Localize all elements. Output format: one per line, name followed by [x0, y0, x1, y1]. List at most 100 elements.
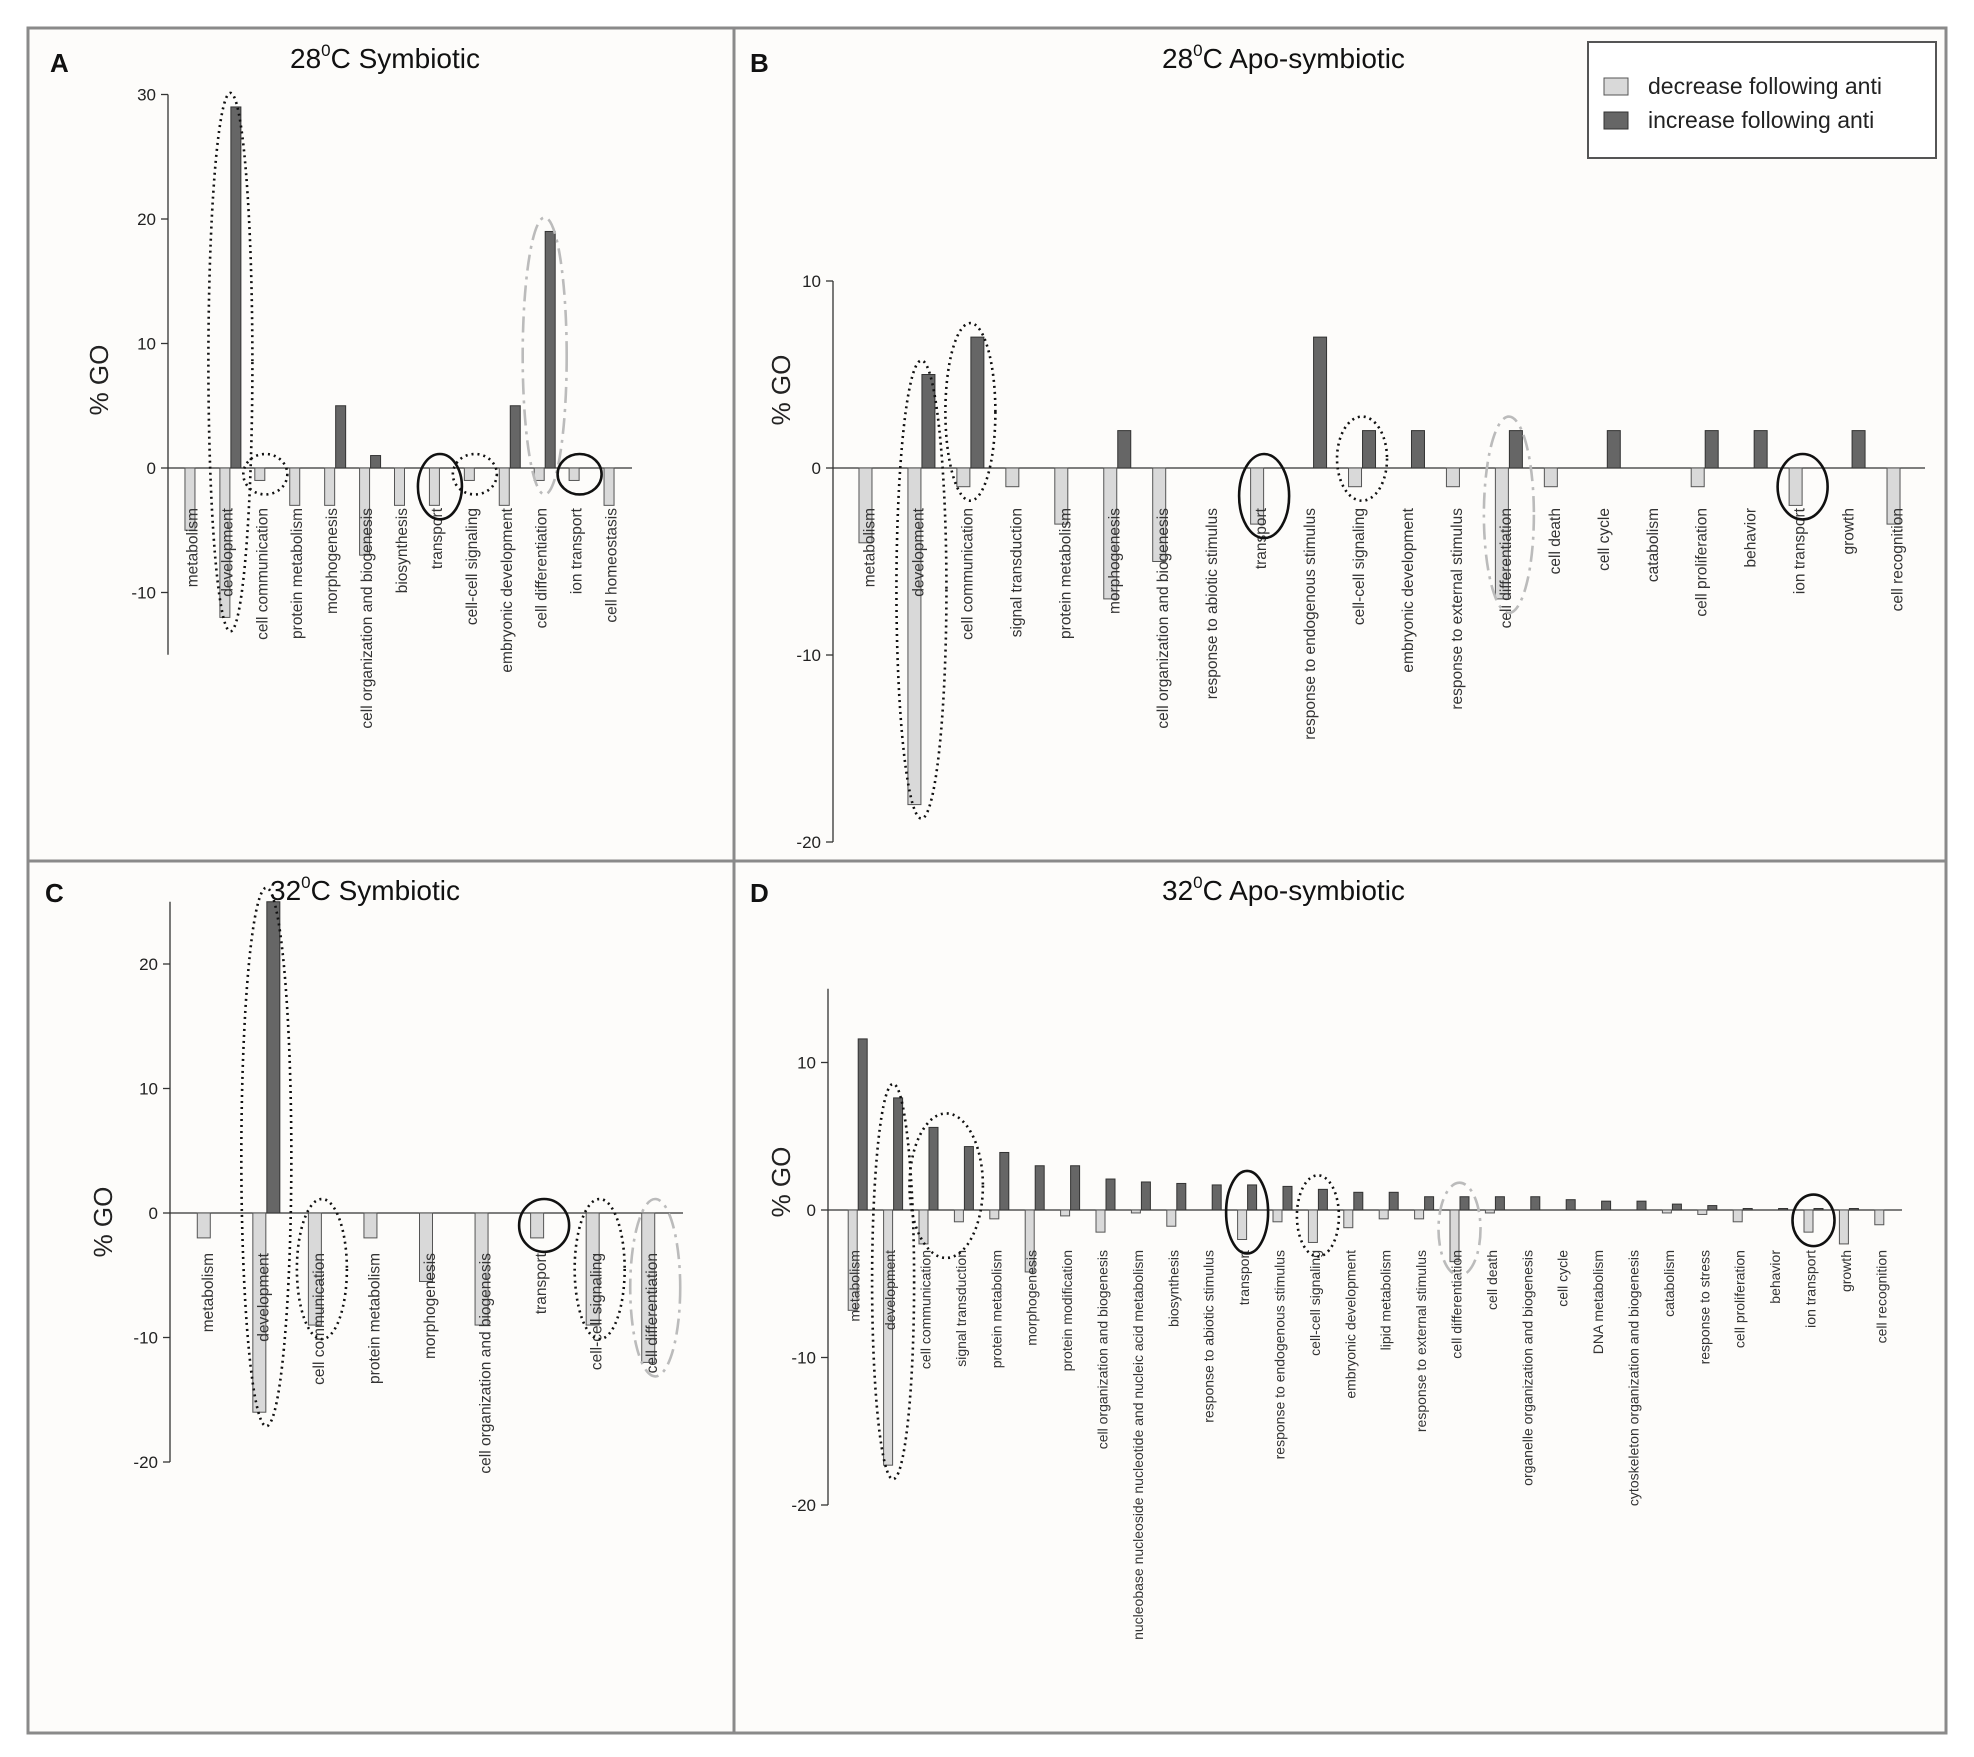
category-label-d: response to stress — [1696, 1250, 1712, 1364]
panel-c-frame — [26, 859, 736, 1735]
bar-increase-d — [1565, 1199, 1576, 1211]
bar-increase-d — [1494, 1196, 1505, 1211]
category-label-b: cell communication — [959, 508, 976, 640]
bar-decrease-c — [307, 1212, 322, 1326]
bar-increase-d — [893, 1097, 904, 1211]
y-tick-label-b: -10 — [796, 646, 821, 665]
bar-decrease-b — [907, 467, 922, 806]
bar-decrease-d — [1661, 1209, 1672, 1214]
category-label-c: protein metabolism — [366, 1253, 383, 1384]
category-label-a: ion transport — [569, 507, 586, 594]
bar-decrease-c — [474, 1212, 489, 1326]
highlight-ellipse-c — [295, 1197, 349, 1341]
y-tick-label-a: -10 — [131, 584, 156, 603]
category-label-a: embryonic development — [499, 507, 516, 672]
bar-increase-d — [857, 1038, 868, 1211]
category-label-a: morphogenesis — [324, 508, 341, 614]
category-label-a: cell-cell signaling — [464, 508, 481, 625]
bar-decrease-d — [883, 1209, 894, 1466]
category-label-b: response to external stimulus — [1449, 508, 1466, 710]
chart-a: -10 0 10 20 30 % GO metabolism development cell … — [84, 86, 632, 729]
y-tick-label-c: 10 — [139, 1080, 158, 1099]
bar-decrease-d — [1874, 1209, 1885, 1226]
category-label-d: growth — [1838, 1250, 1854, 1292]
y-tick-label-b: 10 — [802, 272, 821, 291]
highlight-ellipse-a — [242, 452, 289, 496]
highlight-ellipse-c — [628, 1197, 682, 1378]
category-label-d: cell recognition — [1873, 1250, 1889, 1343]
bar-increase-b — [1851, 430, 1866, 469]
bar-decrease-b — [1886, 467, 1901, 525]
bar-increase-b — [1410, 430, 1425, 469]
bar-decrease-d — [1732, 1209, 1743, 1223]
bar-increase-d — [1707, 1205, 1718, 1211]
category-label-b: response to abiotic stimulus — [1204, 508, 1221, 700]
category-label-d: embryonic development — [1342, 1250, 1358, 1399]
category-label-b: cell organization and biogenesis — [1155, 508, 1172, 729]
panel-a-frame — [26, 26, 736, 863]
chart-b: -20 -10 0 10 % GO metabolism development cell c… — [766, 272, 1925, 852]
y-tick-label-a: 0 — [147, 459, 156, 478]
bar-decrease-c — [641, 1212, 656, 1363]
bar-increase-a — [230, 106, 242, 469]
y-tick-label-d: 10 — [797, 1054, 816, 1073]
bar-decrease-d — [1838, 1209, 1849, 1245]
bar-increase-d — [1140, 1181, 1151, 1211]
y-tick-label-a: 20 — [137, 210, 156, 229]
bar-increase-c — [266, 901, 281, 1214]
bar-decrease-d — [953, 1209, 964, 1223]
bar-decrease-b — [1103, 467, 1118, 600]
y-tick-label-c: 20 — [139, 955, 158, 974]
category-label-d: response to endogenous stimulus — [1272, 1250, 1288, 1459]
category-label-d: cytoskeleton organization and biogenesis — [1626, 1250, 1642, 1506]
bar-decrease-b — [858, 467, 873, 544]
panel-letter-b: B — [750, 48, 769, 78]
bar-increase-d — [1459, 1196, 1470, 1211]
panel-letter-c: C — [45, 878, 64, 908]
category-label-b: signal transduction — [1008, 508, 1025, 637]
category-label-c: development — [255, 1252, 272, 1341]
chart-c: -20 -10 0 10 20 % GO metabolism development cell… — [88, 886, 683, 1474]
bar-increase-b — [1362, 430, 1377, 469]
bar-decrease-d — [1060, 1209, 1071, 1217]
bar-increase-b — [1704, 430, 1719, 469]
bar-increase-d — [1742, 1208, 1753, 1211]
highlight-ellipse-b — [1335, 415, 1389, 503]
panel-letter-d: D — [750, 878, 769, 908]
category-label-b: metabolism — [861, 508, 878, 587]
category-label-a: development — [219, 507, 236, 596]
panel-a-title: 280C Symbiotic — [290, 41, 480, 74]
bar-decrease-c — [419, 1212, 433, 1282]
panel-d-title: 320C Apo-symbiotic — [1162, 873, 1405, 906]
bar-decrease-a — [184, 467, 196, 531]
bar-decrease-b — [1690, 467, 1705, 488]
bar-decrease-c — [530, 1212, 545, 1239]
category-label-d: cell-cell signaling — [1307, 1250, 1323, 1356]
category-label-d: lipid metabolism — [1378, 1250, 1394, 1350]
bar-decrease-a — [568, 467, 580, 481]
bar-decrease-c — [363, 1212, 378, 1239]
bar-increase-b — [1508, 430, 1523, 469]
category-label-a: cell communication — [254, 508, 271, 640]
category-label-d: metabolism — [847, 1250, 863, 1322]
category-label-c: transport — [533, 1252, 550, 1314]
y-axis-label-b: % GO — [766, 355, 796, 426]
category-label-a: cell differentiation — [534, 508, 551, 628]
bar-increase-a — [370, 455, 382, 469]
bar-increase-a — [509, 405, 521, 469]
legend: decrease following anti increase followi… — [1587, 41, 1937, 159]
bar-decrease-d — [1803, 1209, 1814, 1233]
legend-label-decrease: decrease following anti — [1648, 73, 1882, 99]
highlight-ellipse-a — [521, 216, 568, 496]
category-label-a: metabolism — [184, 508, 201, 587]
bar-decrease-d — [1449, 1209, 1460, 1263]
bar-increase-d — [1247, 1184, 1258, 1211]
bar-decrease-d — [1095, 1209, 1106, 1233]
bar-decrease-d — [1307, 1209, 1318, 1243]
category-label-d: cell differentiation — [1449, 1250, 1465, 1359]
highlight-ellipse-c — [517, 1197, 571, 1254]
bar-decrease-d — [1343, 1209, 1354, 1229]
category-label-d: nucleobase nucleoside nucleotide and nuc… — [1130, 1250, 1146, 1640]
charts-layer: -10 0 10 20 30 % GO metabolism development cell … — [84, 86, 1925, 1640]
